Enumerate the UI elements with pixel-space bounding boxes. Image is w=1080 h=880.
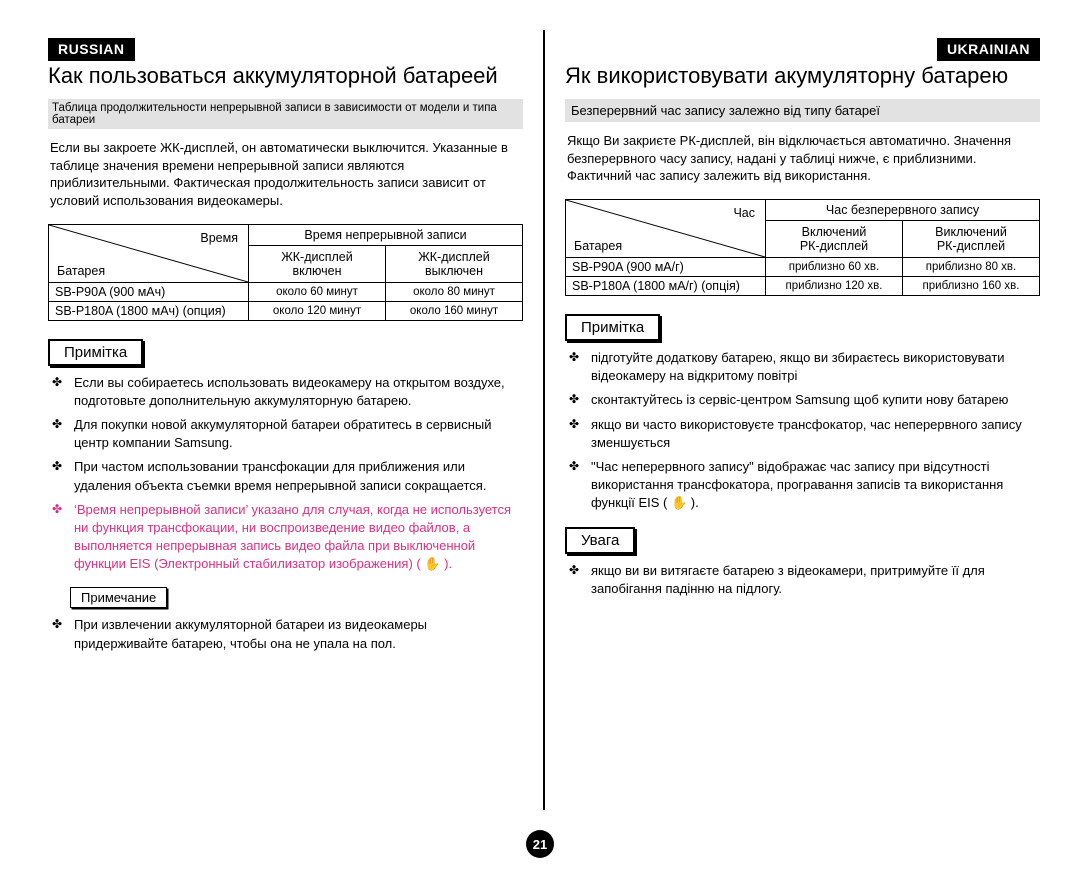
table-diag-cell: Время Батарея: [49, 224, 249, 282]
left-intro: Если вы закроете ЖК-дисплей, он автомати…: [48, 139, 523, 209]
page-number-badge: 21: [526, 830, 554, 858]
table-header-span: Время непрерывной записи: [249, 224, 523, 245]
table-row: SB-P90A (900 мАч) около 60 минут около 8…: [49, 282, 523, 301]
table-row: SB-P180A (1800 мА/г) (опція) приблизно 1…: [566, 277, 1040, 296]
right-warns-list: якщо ви ви витягаєте батарею з відеокаме…: [565, 562, 1040, 598]
list-item: При извлечении аккумуляторной батареи из…: [70, 616, 523, 652]
right-notes-list: підготуйте додаткову батарею, якщо ви зб…: [565, 349, 1040, 513]
two-column-layout: RUSSIAN Как пользоваться аккумуляторной …: [48, 38, 1040, 838]
left-note-label: Примітка: [48, 339, 143, 366]
left-notes-list: Если вы собираетесь использовать видеока…: [48, 374, 523, 574]
table-diag-cell: Час Батарея: [566, 200, 766, 258]
diag-label-battery: Батарея: [574, 239, 622, 253]
left-subhead: Таблица продолжительности непрерывной за…: [48, 99, 523, 129]
list-item: сконтактуйтесь із сервіс-центром Samsung…: [587, 391, 1040, 409]
list-item-highlight: ‘Время непрерывной записи’ указано для с…: [70, 501, 523, 574]
manual-page: RUSSIAN Как пользоваться аккумуляторной …: [0, 0, 1080, 880]
list-item: якщо ви ви витягаєте батарею з відеокаме…: [587, 562, 1040, 598]
left-subnote-label: Примечание: [70, 587, 167, 608]
right-warn-label: Увага: [565, 527, 635, 554]
list-item: Для покупки новой аккумуляторной батареи…: [70, 416, 523, 452]
diag-label-battery: Батарея: [57, 264, 105, 278]
table-row: SB-P90A (900 мА/г) приблизно 60 хв. приб…: [566, 258, 1040, 277]
right-table: Час Батарея Час безперервного запису Вкл…: [565, 199, 1040, 296]
table-header-span: Час безперервного запису: [766, 200, 1040, 221]
left-title: Как пользоваться аккумуляторной батареей: [48, 63, 523, 89]
table-col1-head: Включений РК-дисплей: [766, 221, 903, 258]
list-item: підготуйте додаткову батарею, якщо ви зб…: [587, 349, 1040, 385]
list-item: Если вы собираетесь использовать видеока…: [70, 374, 523, 410]
lang-tab-ukrainian: UKRAINIAN: [937, 38, 1040, 61]
diag-label-time: Час: [733, 206, 755, 220]
right-note-label: Примітка: [565, 314, 660, 341]
left-table: Время Батарея Время непрерывной записи Ж…: [48, 224, 523, 321]
list-item: "Час неперервного запису" відображає час…: [587, 458, 1040, 513]
right-title: Як використовувати акумуляторну батарею: [565, 63, 1040, 89]
left-column: RUSSIAN Как пользоваться аккумуляторной …: [48, 38, 523, 838]
lang-tab-russian: RUSSIAN: [48, 38, 135, 61]
column-divider: [543, 30, 545, 810]
right-subhead: Безперервний час запису залежно від типу…: [565, 99, 1040, 122]
diag-label-time: Время: [200, 231, 238, 245]
table-col2-head: ЖК-дисплей выключен: [386, 245, 523, 282]
right-column: UKRAINIAN Як використовувати акумуляторн…: [565, 38, 1040, 838]
right-intro: Якщо Ви закриєте РК-дисплей, він відключ…: [565, 132, 1040, 185]
table-col1-head: ЖК-дисплей включен: [249, 245, 386, 282]
left-subnotes-list: При извлечении аккумуляторной батареи из…: [48, 616, 523, 652]
table-row: SB-P180A (1800 мАч) (опция) около 120 ми…: [49, 301, 523, 320]
table-col2-head: Виключений РК-дисплей: [903, 221, 1040, 258]
list-item: якщо ви часто використовуєте трансфокато…: [587, 416, 1040, 452]
list-item: При частом использовании трансфокации дл…: [70, 458, 523, 494]
